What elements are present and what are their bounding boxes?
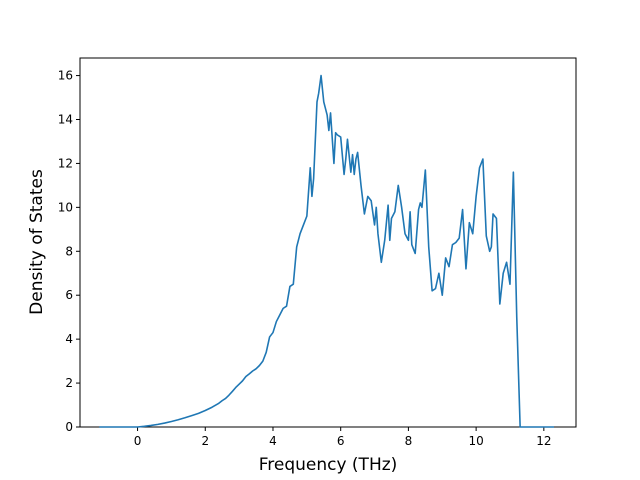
plot-area: 0 2 4 6 8 10 12 0 2 4 6 8 10 12 14 16 (58, 57, 577, 448)
y-axis-ticks: 0 2 4 6 8 10 12 14 16 (58, 69, 80, 434)
y-tick-label: 8 (65, 244, 73, 258)
x-tick-label: 2 (201, 434, 209, 448)
y-tick-label: 2 (65, 376, 73, 390)
y-tick-label: 0 (65, 420, 73, 434)
y-axis-label: Density of States (27, 169, 47, 315)
x-axis-ticks: 0 2 4 6 8 10 12 (134, 427, 551, 448)
y-tick-label: 6 (65, 288, 73, 302)
y-tick-label: 4 (65, 332, 73, 346)
x-tick-label: 10 (468, 434, 483, 448)
x-tick-label: 8 (405, 434, 413, 448)
y-tick-label: 14 (58, 113, 73, 127)
x-tick-label: 6 (337, 434, 345, 448)
x-tick-label: 0 (134, 434, 142, 448)
x-tick-label: 4 (269, 434, 277, 448)
x-tick-label: 12 (536, 434, 551, 448)
dos-series-line (99, 74, 554, 428)
x-axis-label: Frequency (THz) (259, 455, 398, 475)
y-tick-label: 16 (58, 69, 73, 83)
y-tick-label: 10 (58, 200, 73, 214)
plot-frame (79, 57, 577, 428)
y-tick-label: 12 (58, 156, 73, 170)
